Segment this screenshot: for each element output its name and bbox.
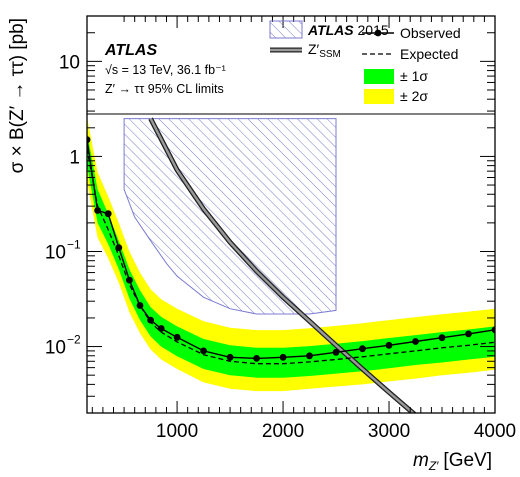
energy-lumi-label: √s = 13 TeV, 36.1 fb⁻¹ bbox=[105, 63, 226, 77]
observed-point bbox=[94, 207, 101, 214]
observed-point bbox=[125, 276, 133, 284]
legend-observed-label: Observed bbox=[400, 25, 461, 41]
y-axis-title: σ × B(Z′ → ττ) [pb] bbox=[7, 18, 28, 173]
observed-point bbox=[87, 136, 91, 144]
observed-point bbox=[412, 338, 419, 345]
analysis-label: Z′ → ττ 95% CL limits bbox=[105, 82, 224, 96]
legend-zssm-label: Z′SSM bbox=[308, 41, 341, 60]
x-tick-label: 3000 bbox=[368, 421, 410, 442]
observed-point bbox=[385, 341, 393, 349]
x-axis-title: mZ′ [GeV] bbox=[413, 450, 492, 473]
observed-point bbox=[173, 333, 181, 341]
observed-point bbox=[226, 353, 234, 361]
observed-point bbox=[104, 210, 112, 218]
observed-point bbox=[115, 244, 123, 252]
x-tick-label: 4000 bbox=[474, 421, 516, 442]
observed-point bbox=[438, 334, 446, 342]
x-tick-label: 2000 bbox=[262, 421, 304, 442]
y-tick-label: 10 bbox=[45, 242, 66, 263]
legend-band2-label: ± 2σ bbox=[400, 88, 428, 104]
legend-observed-marker bbox=[374, 29, 382, 37]
y-tick-label: 1 bbox=[69, 147, 80, 168]
observed-point bbox=[147, 316, 155, 324]
atlas-label: ATLAS bbox=[104, 42, 157, 59]
observed-point bbox=[157, 325, 165, 332]
legend-band1-swatch bbox=[364, 69, 394, 84]
observed-point bbox=[491, 326, 495, 334]
plot-frame bbox=[86, 15, 496, 414]
legend-band1-label: ± 1σ bbox=[400, 68, 428, 84]
y-tick-exponent: −2 bbox=[67, 333, 81, 347]
observed-point bbox=[359, 345, 366, 353]
band-2sigma bbox=[87, 117, 495, 392]
zssm-curve bbox=[149, 118, 415, 413]
observed-point bbox=[279, 353, 287, 361]
observed-point bbox=[253, 355, 260, 362]
expected-limit-line bbox=[87, 148, 495, 365]
y-tick-exponent: −1 bbox=[67, 237, 81, 251]
y-tick-label: 10 bbox=[45, 338, 66, 359]
observed-point bbox=[465, 330, 472, 338]
observed-point bbox=[332, 348, 340, 356]
x-tick-label: 1000 bbox=[156, 421, 198, 442]
legend-band2-swatch bbox=[364, 89, 394, 104]
band-1sigma bbox=[87, 132, 495, 378]
y-tick-label: 10 bbox=[59, 52, 80, 73]
observed-point bbox=[306, 352, 313, 360]
observed-point bbox=[200, 347, 208, 355]
legend-atlas2015-swatch bbox=[269, 20, 303, 39]
observed-point bbox=[136, 302, 144, 309]
legend-expected-label: Expected bbox=[400, 46, 458, 62]
